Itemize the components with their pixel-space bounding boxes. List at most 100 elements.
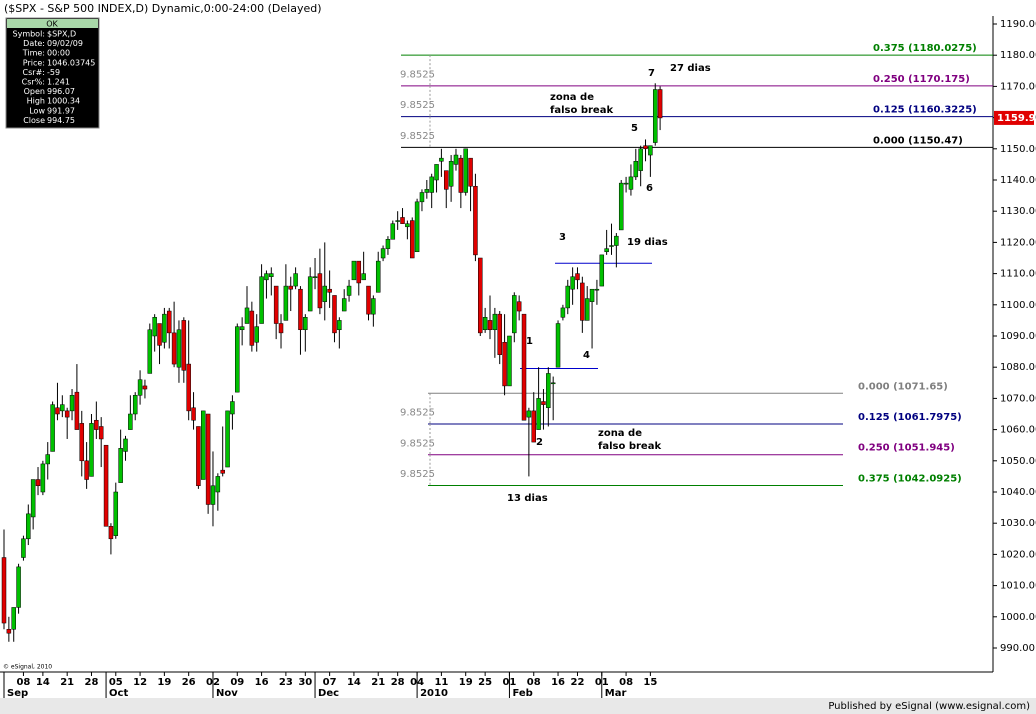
candle-body xyxy=(132,395,138,415)
candle-body xyxy=(40,463,46,493)
candle-body xyxy=(176,329,182,368)
y-tick-label: 1140.00 xyxy=(1000,175,1036,186)
x-tick-label: 11 xyxy=(434,677,448,688)
x-tick-label: 19 xyxy=(459,677,473,688)
candle-body xyxy=(502,341,507,387)
candle-body xyxy=(521,313,527,421)
y-tick-label: 1090.00 xyxy=(1000,331,1036,342)
candle-body xyxy=(550,382,556,385)
x-tick-label: 26 xyxy=(182,677,196,688)
fib-label: 0.250 (1170.175) xyxy=(873,74,970,85)
candle-body xyxy=(487,320,493,331)
candle-body xyxy=(128,413,133,430)
candle-body xyxy=(118,448,123,483)
price-tag-label: 1159.90 xyxy=(997,113,1036,124)
candle-body xyxy=(565,285,571,309)
candle-body xyxy=(108,526,114,540)
y-tick-label: 1070.00 xyxy=(1000,393,1036,404)
candle-body xyxy=(400,217,405,224)
candle-body xyxy=(162,313,167,343)
candle-body xyxy=(580,282,585,321)
annotation: 4 xyxy=(583,350,590,361)
candle-body xyxy=(439,157,444,162)
chart-title: ($SPX - S&P 500 INDEX,D) Dynamic,0:00-24… xyxy=(4,2,322,15)
candle-body xyxy=(244,307,250,324)
y-tick-label: 1000.00 xyxy=(1000,612,1036,623)
candle-body xyxy=(638,148,643,171)
candle-body xyxy=(6,629,12,634)
candle-body xyxy=(429,176,434,193)
fib-label: 0.375 (1042.0925) xyxy=(858,473,962,484)
candle-body xyxy=(157,323,162,346)
candle-body xyxy=(278,323,284,334)
x-tick-label: 25 xyxy=(478,677,492,688)
annotation: 19 dias xyxy=(627,237,668,248)
candle-body xyxy=(541,401,546,405)
x-tick-label: 08 xyxy=(16,677,30,688)
x-tick-label: 21 xyxy=(60,677,74,688)
candle-body xyxy=(356,260,362,284)
candle-body xyxy=(191,407,196,421)
candle-body xyxy=(317,273,323,309)
candle-body xyxy=(453,154,459,165)
y-tick-label: 1060.00 xyxy=(1000,425,1036,436)
info-value: $SPX,D xyxy=(47,30,76,39)
candle-body xyxy=(589,288,595,302)
candle-body xyxy=(307,276,313,312)
candle-body xyxy=(390,223,396,240)
candle-body xyxy=(526,410,532,418)
candle-body xyxy=(64,410,70,418)
candle-body xyxy=(50,404,55,452)
candle-body xyxy=(648,145,653,156)
candle-body xyxy=(55,407,60,415)
candle-body xyxy=(147,329,153,374)
info-header-bar xyxy=(7,19,98,28)
candle-body xyxy=(341,298,347,312)
candle-body xyxy=(220,469,225,474)
candle-body xyxy=(584,298,590,321)
candle-body xyxy=(225,410,230,468)
month-label: Feb xyxy=(512,688,532,699)
month-label: Mar xyxy=(605,688,627,699)
candle-body xyxy=(458,157,464,193)
candle-body xyxy=(249,310,255,346)
candle-body xyxy=(434,164,439,181)
candle-body xyxy=(186,363,191,412)
x-tick-label: 05 xyxy=(109,677,123,688)
y-tick-label: 1080.00 xyxy=(1000,362,1036,373)
y-tick-label: 1050.00 xyxy=(1000,456,1036,467)
info-label: High xyxy=(27,97,45,106)
candle-body xyxy=(652,89,658,143)
x-tick-label: 12 xyxy=(133,677,147,688)
fib-label: 0.125 (1061.7975) xyxy=(858,412,962,423)
x-tick-label: 30 xyxy=(298,677,312,688)
annotation: 3 xyxy=(559,232,566,243)
candle-body xyxy=(312,276,318,278)
x-tick-label: 07 xyxy=(323,677,337,688)
info-value: 996.07 xyxy=(47,87,75,96)
y-tick-label: 1020.00 xyxy=(1000,549,1036,560)
y-tick-label: 1120.00 xyxy=(1000,237,1036,248)
info-label: Symbol: xyxy=(13,30,46,39)
y-tick-label: 1190.00 xyxy=(1000,19,1036,30)
annotation: 27 dias xyxy=(670,63,711,74)
annotation: zona de xyxy=(598,428,642,439)
info-label: Price: xyxy=(23,58,45,67)
candle-body xyxy=(482,317,488,331)
info-value: 1000.34 xyxy=(47,97,80,106)
candle-body xyxy=(1,557,7,624)
candle-body xyxy=(351,260,357,281)
info-label: Csr%: xyxy=(22,78,45,87)
candle-body xyxy=(604,248,609,253)
candle-body xyxy=(570,276,575,290)
candle-body xyxy=(259,276,264,324)
x-tick-label: 21 xyxy=(371,677,385,688)
candle-body xyxy=(94,419,99,430)
candle-body xyxy=(371,298,376,315)
candle-body xyxy=(628,176,634,190)
info-label: Date: xyxy=(23,39,45,48)
candle-body xyxy=(575,273,580,281)
month-label: Sep xyxy=(7,688,28,699)
candle-body xyxy=(409,220,415,259)
